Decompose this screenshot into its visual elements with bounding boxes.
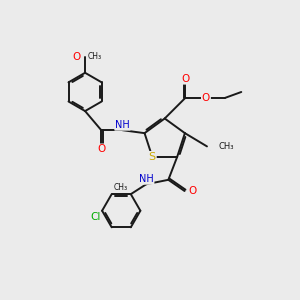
Text: O: O	[202, 93, 210, 103]
Text: O: O	[181, 74, 190, 84]
Text: CH₃: CH₃	[114, 183, 128, 192]
Text: CH₃: CH₃	[219, 142, 234, 151]
Text: O: O	[72, 52, 80, 61]
Text: S: S	[149, 152, 156, 162]
Text: NH: NH	[115, 120, 130, 130]
Text: O: O	[188, 186, 196, 196]
Text: CH₃: CH₃	[88, 52, 102, 61]
Text: Cl: Cl	[90, 212, 100, 222]
Text: O: O	[97, 144, 105, 154]
Text: NH: NH	[139, 174, 154, 184]
